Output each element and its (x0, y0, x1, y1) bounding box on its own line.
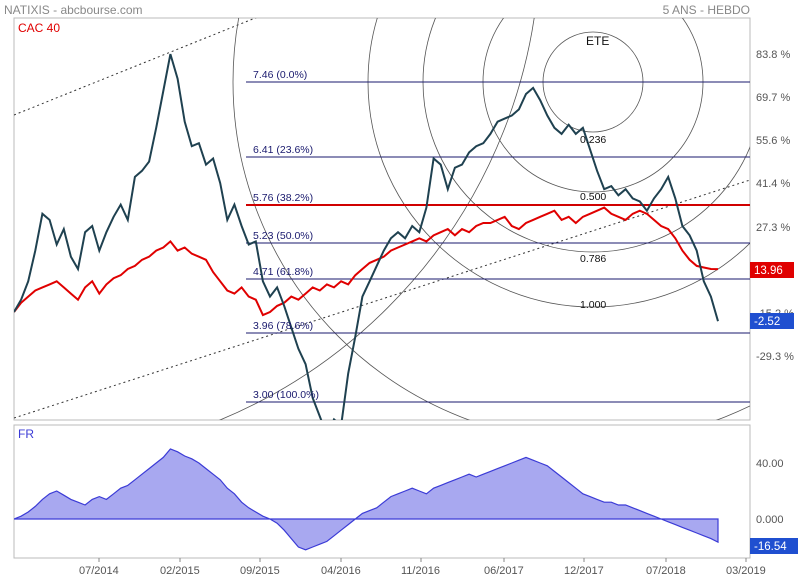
fib-label-0: 7.46 (0.0%) (253, 69, 307, 81)
x-tick-label-5: 06/2017 (484, 565, 524, 577)
x-tick-label-2: 09/2015 (240, 565, 280, 577)
x-tick-label-1: 02/2015 (160, 565, 200, 577)
fib-label-6: 3.00 (100.0%) (253, 389, 319, 401)
fr-value-badge (750, 538, 798, 554)
channel-upper-line (14, 18, 257, 116)
fib-label-2: 5.76 (38.2%) (253, 192, 313, 204)
y-tick-label-4: 27.3 % (756, 222, 790, 234)
fr-tick-label-0: 40.00 (756, 458, 784, 470)
period-label: 5 ANS - HEBDO (662, 3, 750, 17)
y-tick-label-0: 83.8 % (756, 49, 790, 61)
arc-label-2: 0.786 (580, 253, 606, 265)
x-tick-label-4: 11/2016 (401, 565, 440, 577)
fib-label-1: 6.41 (23.6%) (253, 144, 313, 156)
channel-lower-line (14, 179, 750, 419)
y-tick-label-7: -29.3 % (756, 351, 794, 363)
arc-label-1: 0.500 (580, 191, 606, 203)
annotation-ete: ETE (586, 34, 609, 48)
natixis-value-badge (750, 313, 794, 329)
x-tick-label-7: 07/2018 (646, 565, 686, 577)
x-tick-label-6: 12/2017 (564, 565, 604, 577)
main-panel-frame (13, 17, 751, 421)
fr-value-label: -16.54 (754, 541, 787, 553)
cac-value-label: 13.96 (754, 265, 783, 277)
series-line-natixis (14, 53, 719, 420)
fib-label-3: 5.23 (50.0%) (253, 230, 313, 242)
x-tick-label-3: 04/2016 (321, 565, 361, 577)
main-plot-area (14, 18, 750, 420)
arc-label-0: 0.236 (580, 134, 606, 146)
sub-plot-area (14, 448, 719, 551)
arc-label-3: 1.000 (580, 299, 606, 311)
fr-tick-label-1: 0.000 (756, 514, 784, 526)
y-tick-label-1: 69.7 % (756, 92, 790, 104)
fib-label-5: 3.96 (78.6%) (253, 320, 313, 332)
fr-area (14, 448, 719, 551)
fib-label-4: 4.71 (61.8%) (253, 266, 313, 278)
chart-title: NATIXIS - abcbourse.com (4, 3, 143, 17)
y-tick-label-2: 55.6 % (756, 135, 790, 147)
x-tick-label-8: 03/2019 (726, 565, 766, 577)
subpanel-label: FR (18, 427, 34, 441)
cac-value-badge (750, 262, 794, 278)
y-tick-label-3: 41.4 % (756, 178, 790, 190)
compare-label: CAC 40 (18, 21, 61, 35)
fib-arc-4 (232, 18, 750, 420)
sub-panel-frame (13, 424, 751, 559)
x-tick-label-0: 07/2014 (79, 565, 119, 577)
series-line-cac40 (14, 206, 719, 317)
natixis-value-label: -2.52 (754, 316, 780, 328)
